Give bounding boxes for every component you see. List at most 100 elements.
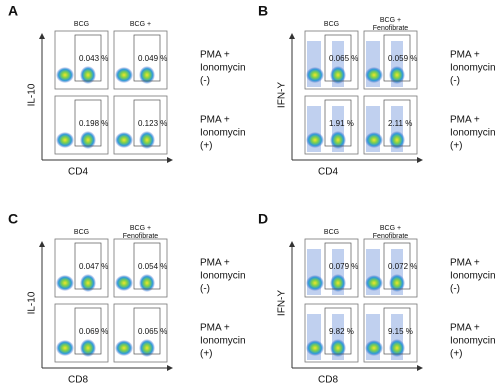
population — [365, 67, 383, 83]
gate — [74, 242, 102, 290]
gate-percent: 0.047 % — [79, 262, 108, 271]
gate — [383, 307, 411, 355]
population — [389, 66, 405, 84]
row-label: (-) — [450, 76, 460, 87]
column-header: BCG + — [380, 225, 401, 232]
population — [389, 339, 405, 357]
gate-percent: 9.15 % — [388, 327, 413, 336]
population — [306, 132, 324, 148]
population — [389, 131, 405, 149]
row-label: Ionomycin — [450, 128, 496, 139]
x-axis-label: CD4 — [318, 167, 338, 178]
gate-percent: 0.054 % — [138, 262, 167, 271]
y-axis-label: IL-10 — [27, 83, 38, 106]
population — [80, 66, 96, 84]
row-label: (+) — [200, 141, 213, 152]
column-header: BCG — [74, 229, 89, 236]
gate — [383, 34, 411, 82]
gate-percent: 0.049 % — [138, 54, 167, 63]
row-label: PMA + — [200, 258, 230, 269]
population — [330, 274, 346, 292]
row-label: Ionomycin — [200, 128, 246, 139]
row-label: (-) — [450, 284, 460, 295]
gate-percent: 2.11 % — [388, 119, 412, 128]
population — [389, 274, 405, 292]
gate-percent: 0.065 % — [138, 327, 167, 336]
y-axis-label: IFN-Y — [277, 290, 288, 316]
population — [115, 340, 133, 356]
row-label: Ionomycin — [450, 63, 496, 74]
population — [306, 340, 324, 356]
y-axis-label: IL-10 — [27, 291, 38, 314]
gate — [324, 34, 352, 82]
population — [56, 340, 74, 356]
gate-percent: 0.123 % — [138, 119, 167, 128]
column-header: Fenofibrate — [123, 233, 159, 240]
gate — [324, 307, 352, 355]
row-label: Ionomycin — [200, 271, 246, 282]
population — [330, 339, 346, 357]
row-label: PMA + — [450, 258, 480, 269]
population — [115, 275, 133, 291]
panel-letter: C — [8, 211, 18, 227]
population — [139, 66, 155, 84]
gate — [74, 307, 102, 355]
population — [306, 275, 324, 291]
population — [80, 339, 96, 357]
gate — [74, 99, 102, 147]
population — [80, 131, 96, 149]
gate — [133, 242, 161, 290]
population — [139, 339, 155, 357]
gate-percent: 1.91 % — [329, 119, 354, 128]
y-axis-label: IFN-Y — [277, 82, 288, 108]
gate — [74, 34, 102, 82]
gate — [133, 34, 161, 82]
population — [115, 132, 133, 148]
population — [365, 132, 383, 148]
population — [56, 67, 74, 83]
x-axis-label: CD4 — [68, 167, 88, 178]
row-label: PMA + — [200, 323, 230, 334]
row-label: (-) — [200, 284, 210, 295]
row-label: Ionomycin — [450, 271, 496, 282]
panel-letter: D — [258, 211, 268, 227]
gate — [324, 242, 352, 290]
column-header: BCG + — [130, 21, 151, 28]
row-label: Ionomycin — [450, 336, 496, 347]
population — [365, 275, 383, 291]
row-label: (+) — [450, 141, 463, 152]
x-axis-label: CD8 — [68, 375, 88, 386]
x-axis-label: CD8 — [318, 375, 338, 386]
gate-percent: 0.198 % — [79, 119, 108, 128]
gate — [133, 307, 161, 355]
gate-percent: 0.059 % — [388, 54, 417, 63]
population — [330, 131, 346, 149]
row-label: Ionomycin — [200, 63, 246, 74]
gate-percent: 0.043 % — [79, 54, 108, 63]
column-header: Fenofibrate — [373, 233, 409, 240]
population — [115, 67, 133, 83]
gate-percent: 9.82 % — [329, 327, 354, 336]
column-header: BCG — [324, 21, 339, 28]
panel-letter: B — [258, 3, 268, 19]
gate-percent: 0.079 % — [329, 262, 358, 271]
population — [139, 274, 155, 292]
population — [306, 67, 324, 83]
panel-letter: A — [8, 3, 18, 19]
gate — [383, 242, 411, 290]
row-label: (-) — [200, 76, 210, 87]
population — [56, 132, 74, 148]
column-header: BCG — [74, 21, 89, 28]
population — [56, 275, 74, 291]
row-label: PMA + — [450, 50, 480, 61]
row-label: (+) — [450, 349, 463, 360]
column-header: BCG — [324, 229, 339, 236]
population — [365, 340, 383, 356]
gate-percent: 0.065 % — [329, 54, 358, 63]
population — [330, 66, 346, 84]
row-label: (+) — [200, 349, 213, 360]
row-label: PMA + — [200, 115, 230, 126]
gate — [324, 99, 352, 147]
population — [139, 131, 155, 149]
